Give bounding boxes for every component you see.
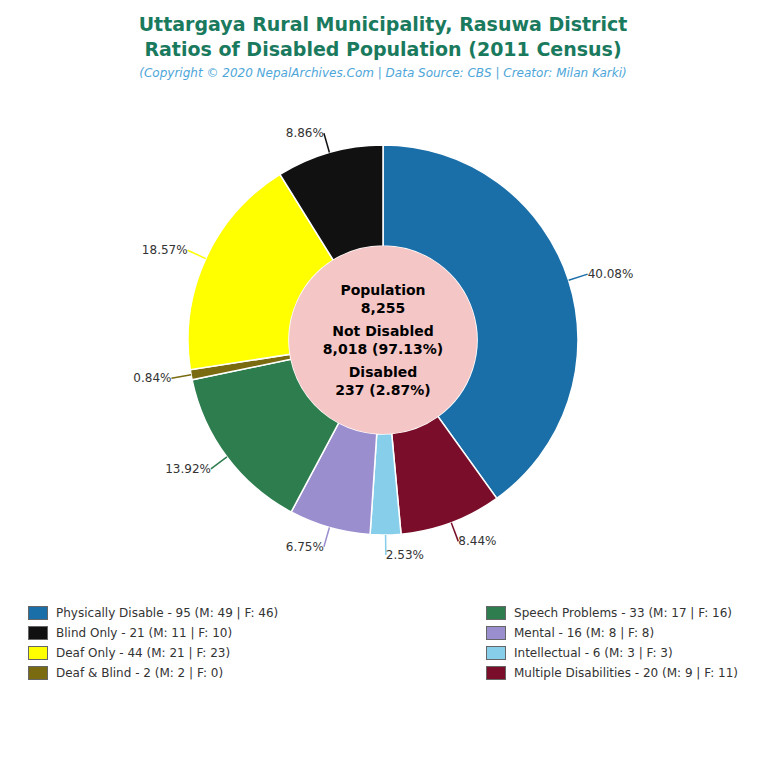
html-text:Speech Problems - 33 (M: 17 |: Speech Problems - 33 (M: 17 | F: 16) [514,606,732,620]
html-text:8,255: 8,255 [360,300,406,316]
html-text:Disabled: Disabled [348,364,418,380]
html-text:(Copyright © 2020 NepalArchive: (Copyright © 2020 NepalArchives.Com | Da… [139,66,627,80]
html-text:Mental - 16 (M: 8 | F: 8): Mental - 16 (M: 8 | F: 8) [514,626,655,640]
svg-text:18.57%: 18.57% [142,243,188,257]
svg-text:6.75%: 6.75% [286,540,324,554]
html-text:Not Disabled: Not Disabled [332,323,434,339]
html-text:Deaf & Blind - 2 (M: 2 | F: 0): Deaf & Blind - 2 (M: 2 | F: 0) [56,666,224,680]
svg-text:0.84%: 0.84% [133,371,171,385]
html-text:8,018 (97.13%): 8,018 (97.13%) [322,341,444,357]
svg-text:8.86%: 8.86% [286,126,324,140]
html-text:Physically Disable - 95 (M: 49: Physically Disable - 95 (M: 49 | F: 46) [56,606,279,620]
html-text:Population: Population [340,282,426,298]
html-text:Deaf Only - 44 (M: 21 | F: 23): Deaf Only - 44 (M: 21 | F: 23) [56,646,231,660]
html-text:Ratios of Disabled Population: Ratios of Disabled Population (2011 Cens… [144,38,622,60]
svg-text:40.08%: 40.08% [588,267,634,281]
html-text:Uttargaya Rural Municipality,: Uttargaya Rural Municipality, Rasuwa Dis… [138,13,628,35]
html-text:Intellectual - 6 (M: 3 | F: 3): Intellectual - 6 (M: 3 | F: 3) [514,646,673,660]
html-text:Blind Only - 21 (M: 11 | F: 10: Blind Only - 21 (M: 11 | F: 10) [56,626,233,640]
svg-text:2.53%: 2.53% [386,548,424,562]
svg-text:8.44%: 8.44% [458,534,496,548]
html-text:Multiple Disabilities - 20 (M:: Multiple Disabilities - 20 (M: 9 | F: 11… [514,666,738,680]
svg-text:13.92%: 13.92% [165,462,211,476]
html-text:237 (2.87%): 237 (2.87%) [335,382,431,398]
